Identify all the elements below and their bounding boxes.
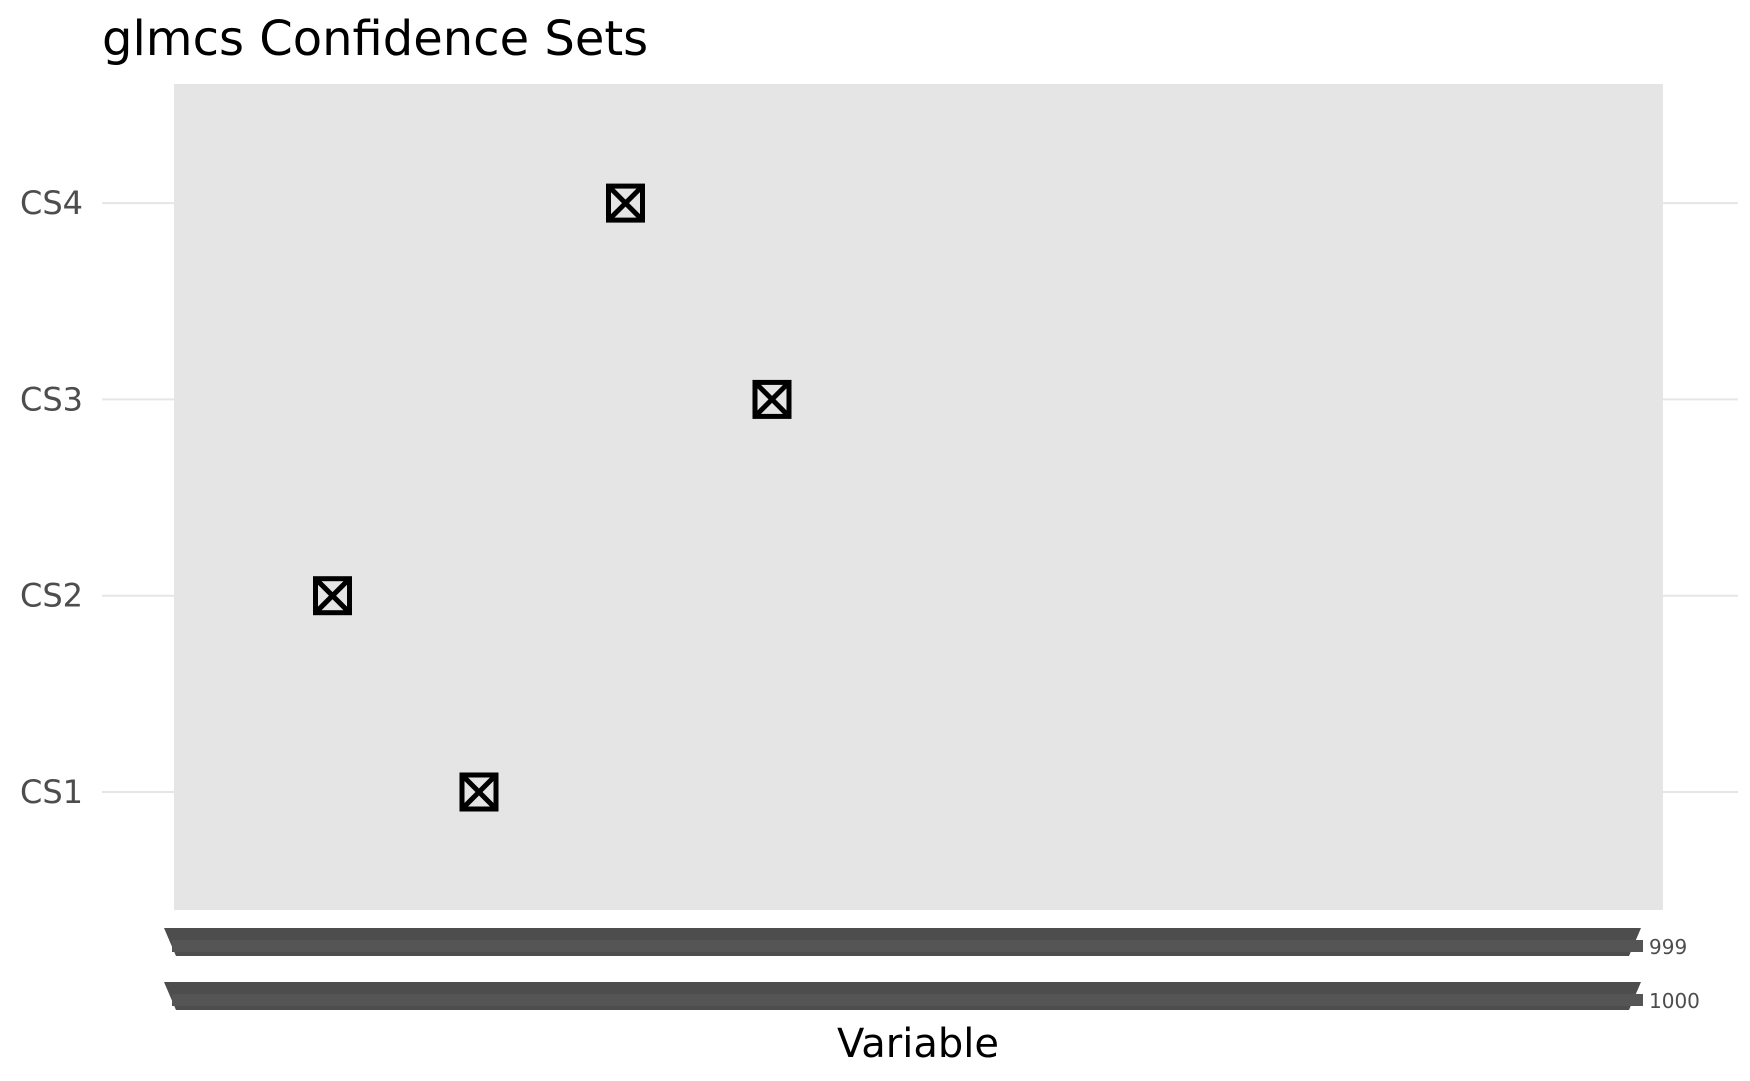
plot-panel bbox=[174, 84, 1663, 910]
data-points bbox=[313, 183, 792, 812]
x-tick-label: 999 bbox=[1649, 935, 1687, 959]
data-point bbox=[313, 576, 352, 616]
data-point bbox=[752, 379, 792, 419]
y-tick-label: CS1 bbox=[20, 773, 83, 811]
y-tick-label: CS4 bbox=[20, 184, 83, 222]
y-tick-label: CS2 bbox=[20, 577, 83, 615]
x-tick-label: 1000 bbox=[1649, 989, 1700, 1013]
x-axis-ticks: 999 1000 bbox=[164, 928, 1700, 1013]
y-tick-label: CS3 bbox=[20, 380, 83, 418]
x-tick-label-band-shadow bbox=[172, 940, 1643, 952]
y-axis-ticks: CS1 CS2 CS3 CS4 bbox=[20, 184, 83, 811]
data-point bbox=[459, 772, 499, 812]
chart-title: glmcs Confidence Sets bbox=[102, 11, 648, 67]
x-axis-label: Variable bbox=[837, 1021, 999, 1067]
data-point bbox=[606, 183, 645, 223]
x-tick-label-band-shadow bbox=[172, 994, 1643, 1006]
